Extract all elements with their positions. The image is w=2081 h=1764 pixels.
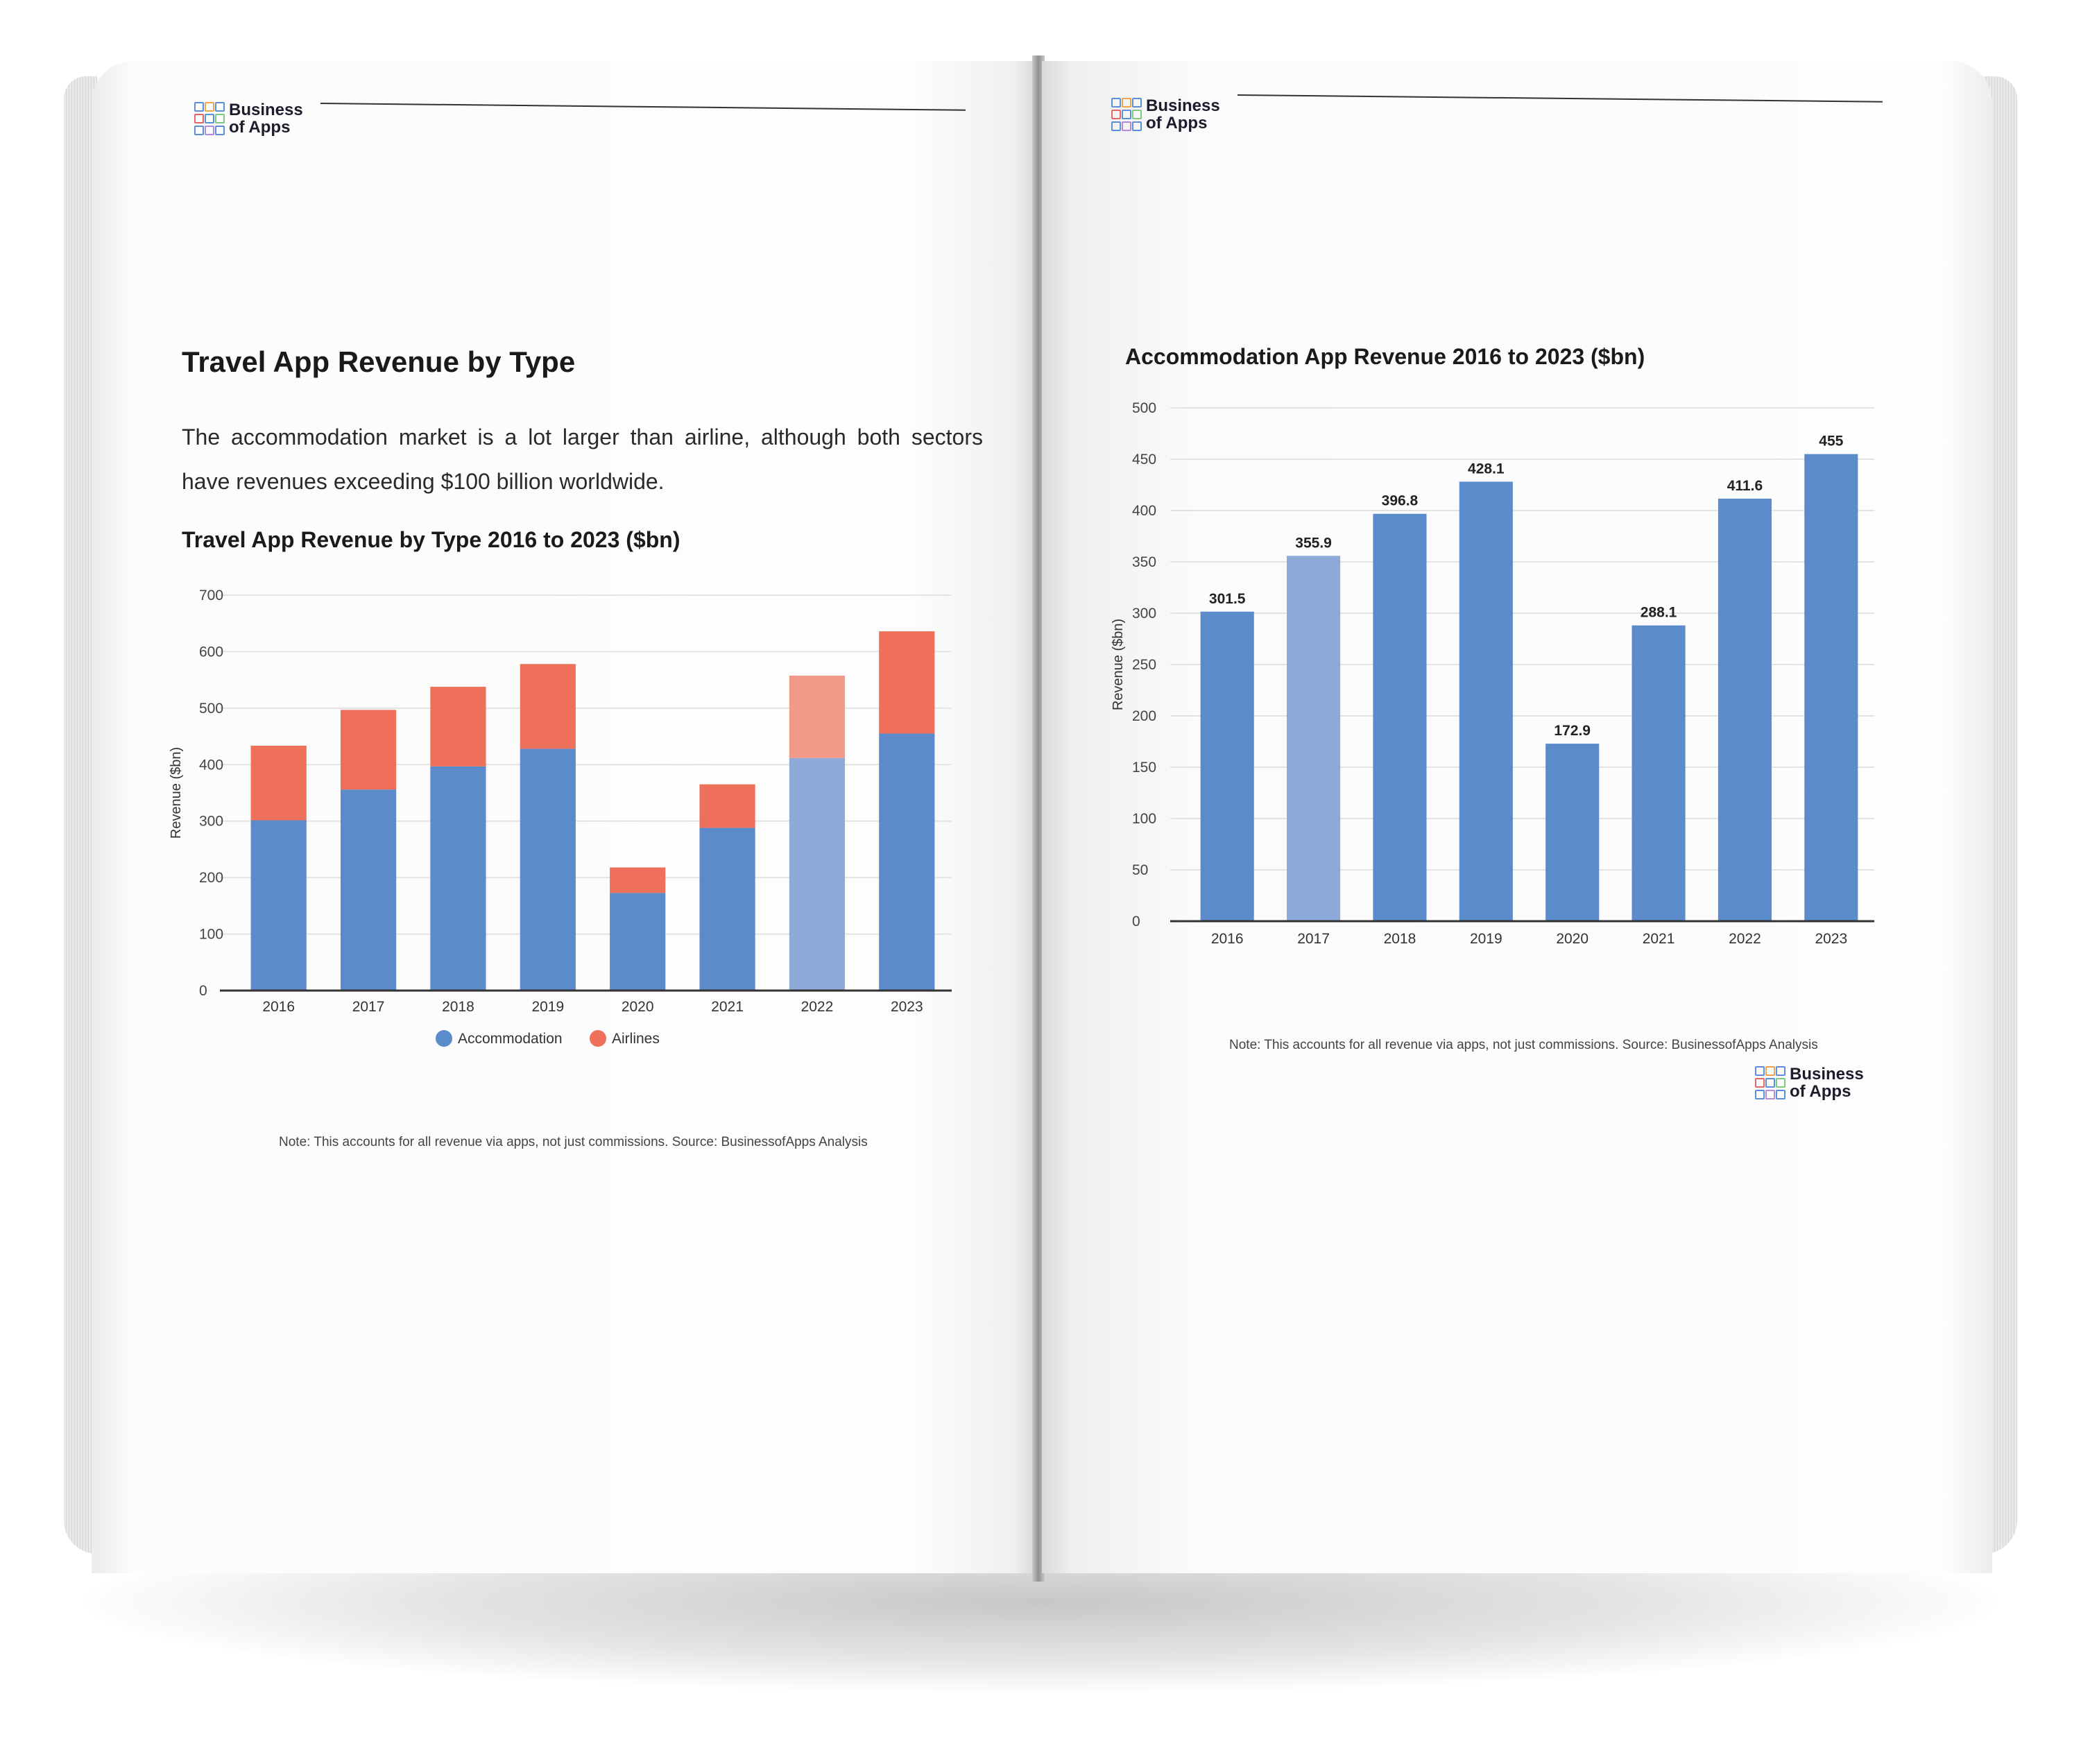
- legend-airlines-swatch: [590, 1030, 606, 1047]
- bar-airlines: [610, 867, 666, 893]
- bar-accommodation: [430, 766, 486, 991]
- bar-accommodation: [1545, 744, 1600, 921]
- x-tick-label: 2019: [1470, 931, 1502, 947]
- logo-text-line1: Business: [1146, 96, 1220, 115]
- bar-accommodation: [520, 748, 576, 991]
- bar-accommodation: [340, 789, 397, 991]
- chart-note: Note: This accounts for all revenue via …: [279, 1135, 868, 1149]
- y-tick-label: 700: [199, 588, 223, 603]
- bar-accommodation: [1200, 611, 1254, 921]
- bar-accommodation: [1373, 513, 1427, 921]
- bar-accommodation: [1632, 625, 1686, 921]
- brand-logo: Business of Apps: [1111, 97, 1220, 132]
- y-tick-label: 500: [199, 701, 223, 717]
- legend-accommodation-swatch: [436, 1030, 452, 1047]
- x-tick-label: 2019: [531, 999, 564, 1015]
- data-label: 396.8: [1382, 493, 1419, 509]
- x-tick-label: 2020: [1556, 931, 1588, 947]
- y-tick-label: 0: [1132, 914, 1140, 930]
- y-tick-label: 350: [1132, 554, 1156, 570]
- x-tick-label: 2023: [891, 999, 923, 1015]
- data-label: 172.9: [1554, 723, 1591, 739]
- stacked-bar-chart: 0 100 200 300 400 500 600 700 Revenue ($bn) 2016 2…: [169, 588, 952, 1047]
- bar-accommodation: [1459, 481, 1513, 921]
- bar-airlines: [879, 631, 935, 734]
- data-label: 411.6: [1727, 478, 1763, 494]
- bar-accommodation: [1804, 454, 1858, 921]
- x-tick-label: 2023: [1815, 931, 1847, 947]
- y-tick-label: 100: [1132, 811, 1156, 827]
- bar-accommodation: [789, 757, 846, 991]
- y-tick-label: 300: [1132, 606, 1156, 622]
- bar-accommodation: [699, 828, 755, 991]
- bar-airlines: [699, 784, 755, 828]
- logo-grid-icon: [1111, 98, 1142, 131]
- y-axis-label: Revenue ($bn): [1111, 619, 1126, 710]
- y-tick-label: 150: [1132, 760, 1156, 776]
- data-label: 355.9: [1295, 535, 1332, 551]
- bar-accommodation: [610, 893, 666, 991]
- data-label: 455: [1819, 434, 1843, 449]
- y-tick-label: 100: [199, 927, 223, 943]
- chart-title: Travel App Revenue by Type 2016 to 2023 …: [182, 527, 680, 552]
- bar-airlines: [789, 675, 846, 758]
- logo-text-line1: Business: [229, 101, 303, 119]
- bar-accommodation: [879, 733, 935, 991]
- book-spine: [1032, 55, 1045, 1582]
- header-rule: [320, 103, 966, 111]
- logo-text-line2: of Apps: [229, 118, 291, 137]
- y-tick-label: 50: [1132, 862, 1148, 878]
- open-book: Business of Apps Travel App Revenue by Ty…: [64, 28, 2017, 1595]
- y-tick-label: 300: [199, 814, 223, 830]
- chart-title: Accommodation App Revenue 2016 to 2023 (…: [1125, 344, 1645, 369]
- bar-airlines: [430, 687, 486, 767]
- x-tick-label: 2016: [262, 999, 295, 1015]
- x-tick-label: 2018: [442, 999, 474, 1015]
- legend-accommodation-label: Accommodation: [458, 1031, 563, 1047]
- x-tick-label: 2022: [801, 999, 834, 1015]
- bar-airlines: [340, 710, 397, 790]
- y-tick-label: 250: [1132, 657, 1156, 673]
- logo-text-line2: of Apps: [1146, 114, 1208, 132]
- logo-grid-icon: [194, 102, 225, 135]
- legend-airlines-label: Airlines: [612, 1031, 660, 1047]
- data-label: 301.5: [1209, 591, 1246, 607]
- bar-accommodation: [250, 820, 307, 991]
- chart-note: Note: This accounts for all revenue via …: [1229, 1038, 1818, 1052]
- x-tick-label: 2020: [622, 999, 654, 1015]
- y-tick-label: 600: [199, 644, 223, 660]
- y-tick-label: 0: [199, 983, 207, 999]
- header-rule: [1237, 94, 1883, 103]
- bar-airlines: [250, 746, 307, 821]
- y-tick-label: 450: [1132, 452, 1156, 468]
- y-tick-label: 200: [199, 870, 223, 886]
- right-page: Business of Apps Accommodation App Revenu…: [1042, 61, 1992, 1573]
- bar-accommodation: [1287, 556, 1341, 921]
- x-tick-label: 2017: [352, 999, 385, 1015]
- y-tick-label: 400: [1132, 503, 1156, 519]
- bar-accommodation: [1718, 498, 1772, 921]
- data-label: 288.1: [1641, 605, 1677, 621]
- x-tick-label: 2022: [1729, 931, 1761, 947]
- footer-brand-logo: Business of Apps: [1755, 1065, 1864, 1100]
- brand-logo: Business of Apps: [194, 101, 303, 136]
- logo-text-line2: of Apps: [1790, 1082, 1851, 1101]
- x-tick-label: 2021: [1643, 931, 1675, 947]
- left-page: Business of Apps Travel App Revenue by Ty…: [92, 61, 1035, 1573]
- bar-airlines: [520, 664, 576, 749]
- logo-text-line1: Business: [1790, 1065, 1864, 1084]
- accommodation-bar-chart: 0 50 100 150 200 250 300 350 400 450 500 Revenue ($…: [1111, 400, 1874, 947]
- x-tick-label: 2021: [711, 999, 744, 1015]
- y-tick-label: 500: [1132, 400, 1156, 416]
- x-tick-label: 2016: [1211, 931, 1244, 947]
- body-paragraph: The accommodation market is a lot larger…: [182, 425, 983, 494]
- section-heading: Travel App Revenue by Type: [182, 345, 576, 378]
- y-tick-label: 400: [199, 757, 223, 773]
- x-tick-label: 2017: [1297, 931, 1330, 947]
- y-tick-label: 200: [1132, 708, 1156, 724]
- data-label: 428.1: [1468, 461, 1505, 477]
- logo-grid-icon: [1755, 1066, 1785, 1099]
- y-axis-label: Revenue ($bn): [169, 747, 184, 839]
- x-tick-label: 2018: [1384, 931, 1416, 947]
